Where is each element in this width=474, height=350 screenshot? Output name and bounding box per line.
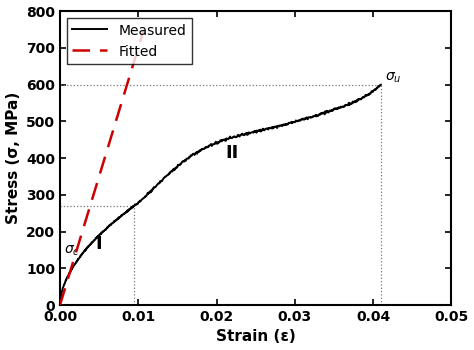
- Measured: [106, 224, 111, 228]
- Measured: [224, 137, 230, 141]
- Legend: Measured, Fitted: Measured, Fitted: [67, 18, 192, 64]
- Measured: [310, 115, 315, 119]
- Measured: [176, 163, 182, 167]
- Text: II: II: [226, 144, 239, 162]
- Text: $\sigma_c$: $\sigma_c$: [64, 244, 80, 258]
- Line: Measured: Measured: [60, 85, 381, 305]
- Text: $\sigma_u$: $\sigma_u$: [385, 71, 401, 85]
- Measured: [322, 109, 328, 113]
- Measured: [58, 293, 64, 298]
- X-axis label: Strain (ε): Strain (ε): [216, 329, 295, 344]
- Measured: [378, 83, 384, 87]
- Y-axis label: Stress (σ, MPa): Stress (σ, MPa): [6, 92, 20, 224]
- Text: I: I: [96, 236, 102, 253]
- Measured: [57, 303, 63, 307]
